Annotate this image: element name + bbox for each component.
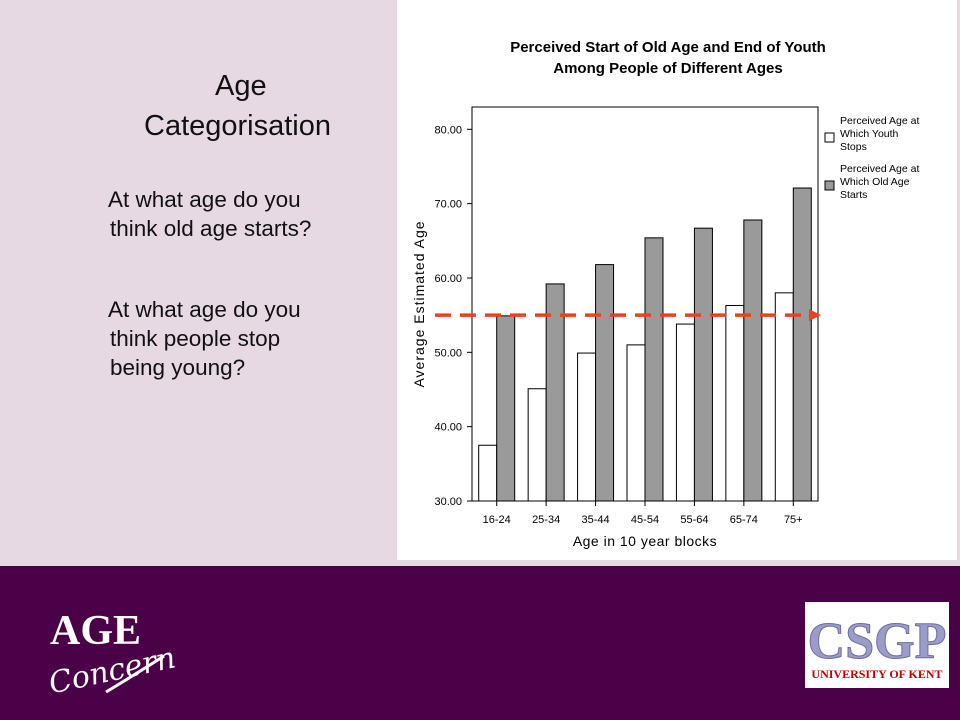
bar-youth-stops (577, 352, 597, 502)
bar-youth-stops (527, 388, 547, 502)
age-concern-logo-word-age: AGE (50, 608, 141, 654)
slide-title: Age Categorisation (100, 66, 400, 146)
bar-old-age-starts (496, 315, 516, 502)
bar-youth-stops (725, 304, 745, 502)
bar-old-age-starts (792, 187, 812, 502)
x-tick-label: 45-54 (631, 514, 659, 526)
x-axis-label: Age in 10 year blocks (573, 533, 717, 549)
x-tick-label: 16-24 (483, 514, 511, 526)
bar-chart: Perceived Start of Old Age and End of Yo… (411, 39, 919, 549)
bar-old-age-starts (545, 283, 565, 502)
bar-old-age-starts (693, 227, 713, 502)
chart-panel: Perceived Start of Old Age and End of Yo… (397, 0, 957, 560)
chart-title-line-1: Perceived Start of Old Age and End of Yo… (510, 39, 826, 56)
footer-band: AGE Concern CSGP UNIVERSITY OF KENT (0, 566, 960, 720)
csgp-logo-university: UNIVERSITY OF KENT (811, 667, 942, 681)
legend-swatch (824, 132, 835, 143)
legend-swatch (824, 180, 835, 191)
bar-old-age-starts (743, 219, 763, 502)
age-concern-logo: AGE Concern (46, 608, 176, 694)
y-tick-label: 60.00 (434, 273, 462, 285)
bar-youth-stops (478, 444, 498, 502)
bar-youth-stops (626, 344, 646, 502)
x-axis: 16-24 25-34 35-44 45-54 55-64 65-74 75+ (483, 501, 803, 526)
legend-entry-line: Perceived Age at (840, 163, 919, 175)
y-tick-label: 80.00 (434, 124, 462, 136)
legend-entry-line: Which Youth (840, 128, 899, 140)
x-tick-label: 25-34 (532, 514, 560, 526)
y-axis: 30.00 40.00 50.00 60.00 70.00 80.00 (434, 124, 472, 508)
y-tick-label: 50.00 (434, 347, 462, 359)
slide-title-line-2: Categorisation (144, 110, 331, 142)
chart-title-line-2: Among People of Different Ages (553, 60, 782, 77)
y-tick-label: 40.00 (434, 422, 462, 434)
y-axis-label: Average Estimated Age (411, 220, 427, 387)
question-stop-young-line-2: think people stop (110, 326, 281, 351)
y-tick-label: 70.00 (434, 199, 462, 211)
bar-old-age-starts (644, 237, 664, 502)
bar-old-age-starts (595, 264, 615, 502)
slide-title-line-1: Age (215, 70, 267, 102)
csgp-logo-word: CSGP (808, 613, 947, 670)
bar-youth-stops (675, 323, 695, 502)
question-old-age: At what age do you think old age starts? (108, 185, 370, 243)
bars (478, 187, 812, 502)
question-old-age-line-2: think old age starts? (110, 216, 312, 241)
legend-entry-line: Which Old Age (840, 176, 910, 188)
bar-youth-stops (774, 292, 794, 502)
age-concern-swoosh (105, 654, 165, 694)
reference-arrowhead (809, 309, 821, 322)
question-stop-young-line-3: being young? (110, 355, 246, 380)
x-tick-label: 65-74 (730, 514, 758, 526)
legend-entry-line: Stops (840, 141, 867, 153)
reference-line (435, 309, 821, 322)
question-stop-young: At what age do you think people stop bei… (108, 295, 370, 382)
x-tick-label: 35-44 (582, 514, 610, 526)
legend-entry-line: Starts (840, 189, 867, 201)
csgp-logo: CSGP UNIVERSITY OF KENT (805, 602, 949, 688)
question-stop-young-line-1: At what age do you (108, 297, 301, 322)
question-old-age-line-1: At what age do you (108, 187, 301, 212)
legend-entry-line: Perceived Age at (840, 115, 919, 127)
x-tick-label: 55-64 (680, 514, 708, 526)
left-panel: Age Categorisation At what age do you th… (0, 0, 396, 566)
y-tick-label: 30.00 (434, 496, 462, 508)
x-tick-label: 75+ (784, 514, 803, 526)
